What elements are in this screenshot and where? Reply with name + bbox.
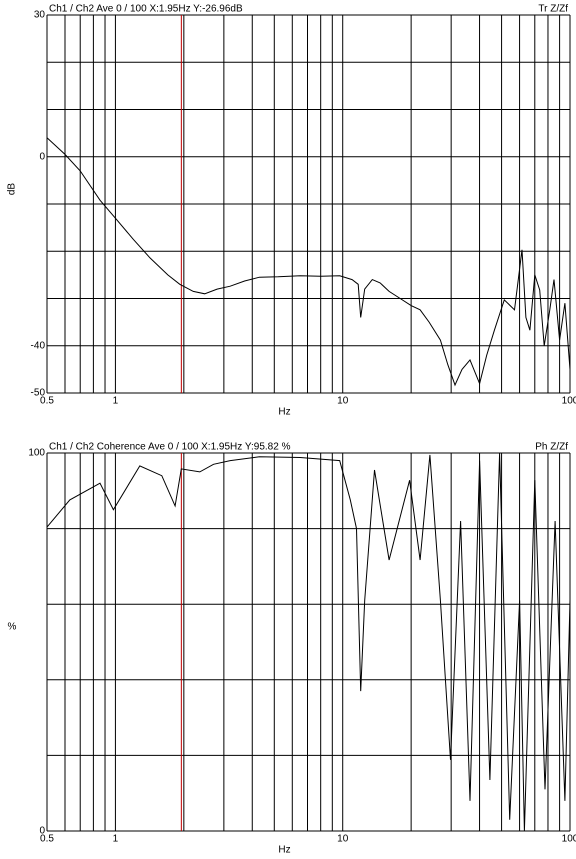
x-tick-label: 100 [562, 396, 576, 407]
x-tick-label: 100 [562, 834, 576, 845]
y-tick-label: 100 [28, 448, 45, 459]
x-tick-label: 10 [337, 834, 349, 845]
header-right: Tr Z/Zf [538, 4, 568, 15]
x-tick-label: 0.5 [40, 834, 54, 845]
x-tick-label: 1 [113, 396, 119, 407]
x-axis-label: Hz [278, 845, 290, 856]
y-axis-label: dB [7, 183, 18, 196]
line [46, 452, 571, 832]
y-tick-label: -40 [31, 340, 46, 351]
x-tick-label: 0.5 [40, 396, 54, 407]
line [46, 137, 571, 387]
y-tick-label: 0 [39, 826, 45, 837]
y-axis-label: % [8, 622, 17, 633]
header-right: Ph Z/Zf [535, 442, 568, 453]
x-axis-label: Hz [278, 407, 290, 418]
header: Ch1 / Ch2 Coherence Ave 0 / 100 X:1.95Hz… [49, 442, 291, 453]
x-tick-label: 10 [337, 396, 349, 407]
y-tick-label: 0 [39, 151, 45, 162]
x-tick-label: 1 [113, 834, 119, 845]
y-tick-label: 30 [34, 10, 46, 21]
header: Ch1 / Ch2 Ave 0 / 100 X:1.95Hz Y:-26.96d… [49, 4, 243, 15]
y-tick-label: -50 [31, 388, 46, 399]
